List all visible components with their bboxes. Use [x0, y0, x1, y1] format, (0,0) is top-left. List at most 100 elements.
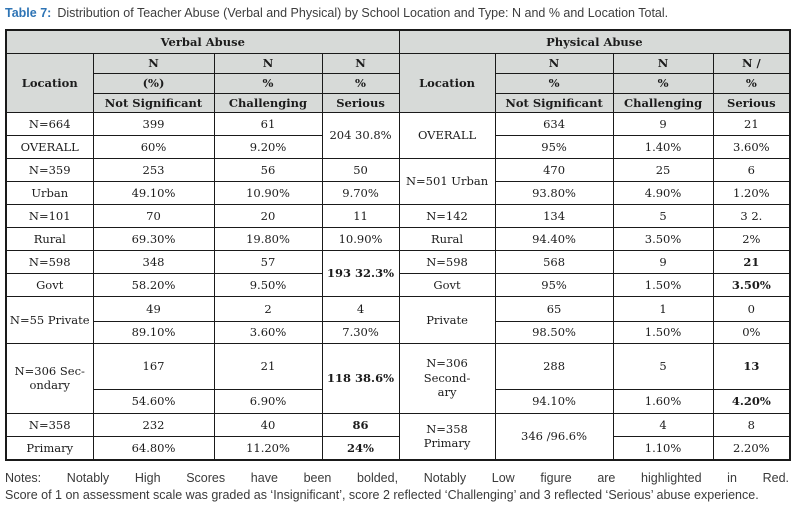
physical-private-serious-pct: 0% — [712, 320, 791, 344]
physical-rural-notsig-pct: 94.40% — [494, 226, 614, 251]
physical-challenging-header-n: N — [612, 52, 714, 74]
verbal-rural-notsig-count: 70 — [92, 203, 215, 228]
verbal-overall-notsig-count: 399 — [92, 111, 215, 136]
physical-rural-challenging-pct: 3.50% — [612, 226, 714, 251]
table-row-urban-pct: Urban 49.10% 10.90% 9.70% 93.80% 4.90% 1… — [5, 180, 791, 205]
verbal-rural-challenging-pct: 19.80% — [213, 226, 323, 251]
verbal-private-challenging-count: 2 — [213, 295, 323, 322]
physical-urban-serious-count: 6 — [712, 157, 791, 182]
physical-primary-notsig-total: 346 /96.6% — [494, 412, 614, 461]
verbal-govt-serious-total: 193 32.3% — [321, 249, 400, 297]
physical-private-location: Private — [398, 295, 496, 344]
physical-private-serious-count: 0 — [712, 295, 791, 322]
physical-serious-header-n: N / — [712, 52, 791, 74]
physical-primary-challenging-pct: 1.10% — [612, 435, 714, 461]
physical-urban-notsig-pct: 93.80% — [494, 180, 614, 205]
physical-govt-n: N=598 — [398, 249, 496, 274]
column-header-row-2: (%) % % % % % — [6, 72, 791, 94]
verbal-overall-location: OVERALL — [5, 134, 94, 159]
section-header-row: Verbal Abuse Physical Abuse — [5, 29, 791, 54]
physical-urban-challenging-pct: 4.90% — [612, 180, 714, 205]
verbal-challenging-header-label: Challenging — [213, 92, 323, 113]
table-row-rural-pct: Rural 69.30% 19.80% 10.90% Rural 94.40% … — [5, 226, 791, 251]
physical-rural-location: Rural — [398, 226, 496, 251]
page: Table 7: Distribution of Teacher Abuse (V… — [5, 6, 792, 502]
physical-urban-serious-pct: 1.20% — [712, 180, 791, 205]
verbal-govt-n: N=598 — [5, 249, 94, 274]
table-caption: Table 7: Distribution of Teacher Abuse (V… — [5, 6, 789, 20]
verbal-rural-notsig-pct: 69.30% — [92, 226, 215, 251]
verbal-primary-challenging-count: 40 — [213, 412, 323, 437]
physical-primary-serious-pct: 2.20% — [712, 435, 791, 461]
table-row-rural-n: N=101 70 20 11 N=142 134 5 3 2. — [5, 203, 791, 228]
verbal-primary-location: Primary — [5, 435, 94, 461]
physical-govt-notsig-count: 568 — [494, 249, 614, 274]
physical-rural-n: N=142 — [398, 203, 496, 228]
verbal-govt-notsig-pct: 58.20% — [92, 272, 215, 297]
verbal-urban-challenging-count: 56 — [213, 157, 323, 182]
table-notes: Notes: Notably High Scores have been bol… — [5, 471, 789, 502]
physical-private-challenging-count: 1 — [612, 295, 714, 322]
physical-secondary-serious-pct: 4.20% — [712, 388, 791, 414]
physical-primary-serious-count: 8 — [712, 412, 791, 437]
verbal-notsig-header-label: Not Significant — [92, 92, 215, 113]
table-row-secondary-n: N=306 Sec- ondary 167 21 118 38.6% N=306… — [5, 342, 791, 414]
verbal-urban-serious-count: 50 — [321, 157, 400, 182]
table-row-govt-n: N=598 348 57 193 32.3% N=598 568 9 21 — [5, 249, 791, 297]
physical-notsig-header-n: N — [494, 52, 614, 74]
physical-secondary-challenging-pct: 1.60% — [612, 388, 714, 414]
verbal-urban-notsig-pct: 49.10% — [92, 180, 215, 205]
physical-overall-notsig-count: 634 — [494, 111, 614, 136]
verbal-primary-notsig-pct: 64.80% — [92, 435, 215, 461]
physical-secondary-challenging-count: 5 — [612, 342, 714, 390]
physical-overall-serious-count: 21 — [712, 111, 791, 136]
verbal-primary-serious-pct: 24% — [321, 435, 400, 461]
verbal-serious-header-n: N — [321, 52, 400, 74]
verbal-overall-challenging-pct: 9.20% — [213, 134, 323, 159]
verbal-challenging-header-pct: % — [213, 72, 323, 94]
physical-private-notsig-count: 65 — [494, 295, 614, 322]
physical-rural-notsig-count: 134 — [494, 203, 614, 228]
verbal-govt-notsig-count: 348 — [92, 249, 215, 274]
verbal-rural-serious-pct: 10.90% — [321, 226, 400, 251]
verbal-urban-location: Urban — [5, 180, 94, 205]
verbal-private-notsig-count: 49 — [92, 295, 215, 322]
physical-govt-challenging-count: 9 — [612, 249, 714, 274]
physical-rural-challenging-count: 5 — [612, 203, 714, 228]
verbal-overall-n: N=664 — [5, 111, 94, 136]
verbal-overall-serious-total: 204 30.8% — [321, 111, 400, 159]
table-row-private-pct: 89.10% 3.60% 7.30% 98.50% 1.50% 0% — [6, 320, 791, 344]
physical-urban-location: N=501 Urban — [398, 157, 496, 205]
verbal-overall-challenging-count: 61 — [213, 111, 323, 136]
physical-govt-challenging-pct: 1.50% — [612, 272, 714, 297]
column-header-row-3: Not Significant Challenging Serious Not … — [6, 92, 791, 113]
physical-secondary-serious-count: 13 — [712, 342, 791, 390]
verbal-primary-notsig-count: 232 — [92, 412, 215, 437]
verbal-serious-header-pct: % — [321, 72, 400, 94]
table-row-primary-n: N=358 232 40 86 N=358 Primary 346 /96.6%… — [5, 412, 791, 461]
table-row-overall-pct: OVERALL 60% 9.20% 95% 1.40% 3.60% — [5, 134, 791, 159]
verbal-serious-header-label: Serious — [321, 92, 400, 113]
physical-secondary-notsig-pct: 94.10% — [494, 388, 614, 414]
physical-primary-challenging-count: 4 — [612, 412, 714, 437]
verbal-urban-n: N=359 — [5, 157, 94, 182]
notes-line-2: Score of 1 on assessment scale was grade… — [5, 488, 759, 502]
table-row-private-n: N=55 Private 49 2 4 Private 65 1 0 — [5, 295, 791, 344]
table-title-text: Distribution of Teacher Abuse (Verbal an… — [57, 6, 669, 20]
physical-rural-serious-count: 3 2. — [712, 203, 791, 228]
verbal-abuse-section-header: Verbal Abuse — [5, 29, 400, 54]
verbal-govt-challenging-pct: 9.50% — [213, 272, 323, 297]
verbal-private-serious-count: 4 — [321, 295, 400, 322]
physical-private-notsig-pct: 98.50% — [494, 320, 614, 344]
physical-rural-serious-pct: 2% — [712, 226, 791, 251]
verbal-challenging-header-n: N — [213, 52, 323, 74]
verbal-secondary-notsig-count: 167 — [92, 342, 215, 390]
physical-govt-notsig-pct: 95% — [494, 272, 614, 297]
verbal-notsig-header-pct: (%) — [92, 72, 215, 94]
table-row-urban-n: N=359 253 56 50 N=501 Urban 470 25 6 — [5, 157, 791, 205]
verbal-private-serious-pct: 7.30% — [321, 320, 400, 344]
physical-notsig-header-label: Not Significant — [494, 92, 614, 113]
verbal-rural-serious-count: 11 — [321, 203, 400, 228]
verbal-private-notsig-pct: 89.10% — [92, 320, 215, 344]
physical-urban-challenging-count: 25 — [612, 157, 714, 182]
